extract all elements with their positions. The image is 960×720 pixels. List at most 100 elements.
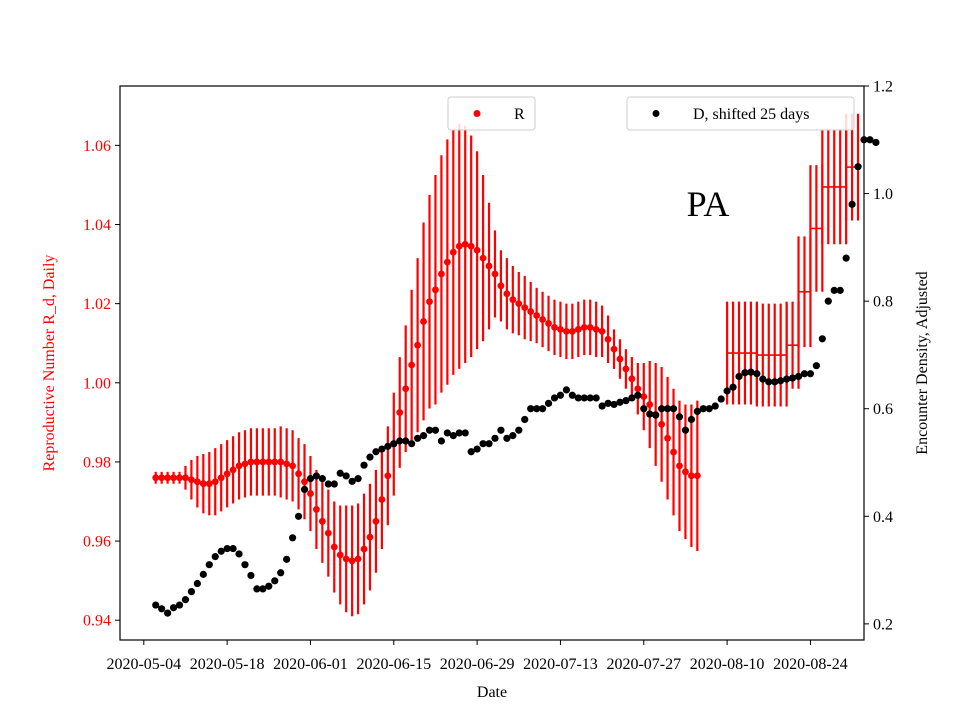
- r-point: [509, 296, 517, 304]
- r-point: [253, 458, 261, 466]
- r-point: [604, 335, 612, 343]
- r-point: [622, 365, 630, 373]
- d-point: [342, 472, 350, 480]
- d-point: [777, 377, 785, 385]
- legend-d-label: D, shifted 25 days: [693, 106, 809, 123]
- d-point: [461, 429, 469, 437]
- r-point: [634, 385, 642, 393]
- x-tick-label: 2020-08-10: [690, 656, 765, 673]
- r-point: [354, 555, 362, 563]
- r-point: [473, 246, 481, 254]
- d-point: [348, 477, 356, 485]
- r-point: [449, 248, 457, 256]
- r-point: [426, 298, 433, 306]
- d-point: [360, 461, 368, 469]
- legend-d-box: [626, 96, 855, 131]
- y-left-tick-label: 0.94: [83, 613, 111, 630]
- r-point: [318, 517, 326, 525]
- r-point: [491, 270, 499, 278]
- r-point: [277, 458, 285, 466]
- d-point: [419, 432, 428, 440]
- r-point: [217, 474, 225, 482]
- r-point: [551, 323, 558, 331]
- d-point: [538, 405, 547, 413]
- r-point: [223, 470, 231, 478]
- r-point: [188, 476, 195, 484]
- r-point: [503, 290, 511, 298]
- y-left-tick-label: 1.00: [83, 375, 111, 392]
- r-point: [616, 355, 624, 363]
- r-point: [199, 480, 207, 488]
- r-point: [682, 468, 689, 476]
- d-point: [455, 429, 463, 437]
- x-tick-label: 2020-07-13: [523, 656, 598, 673]
- d-point: [842, 254, 850, 262]
- d-point: [533, 405, 541, 413]
- r-point: [193, 478, 201, 486]
- d-point: [443, 429, 451, 437]
- d-point: [259, 585, 267, 593]
- y-axis-left-label: Reproductive Number R_d, Daily: [41, 255, 58, 472]
- r-point: [366, 533, 374, 541]
- r-point: [497, 282, 505, 290]
- r-point: [485, 262, 493, 270]
- d-point: [693, 407, 701, 416]
- r-point: [687, 472, 695, 480]
- r-point: [307, 490, 314, 497]
- d-point: [848, 200, 856, 208]
- d-point: [229, 544, 237, 553]
- r-point: [563, 327, 570, 335]
- r-point: [455, 242, 463, 250]
- x-tick-label: 2020-05-18: [190, 656, 265, 673]
- r-series-layer: [152, 166, 859, 565]
- x-axis-label: Date: [477, 684, 507, 701]
- d-point: [836, 286, 844, 294]
- d-point: [372, 448, 380, 456]
- d-point: [574, 394, 582, 402]
- r-point: [158, 474, 166, 482]
- d-point: [800, 370, 809, 378]
- d-point: [473, 445, 481, 453]
- x-tick-label: 2020-06-01: [273, 656, 348, 673]
- d-point: [580, 394, 588, 402]
- d-point: [586, 394, 594, 402]
- r-point: [545, 320, 552, 327]
- d-point: [152, 601, 160, 609]
- d-point: [556, 391, 565, 399]
- r-point: [289, 462, 297, 470]
- d-point: [681, 426, 690, 434]
- r-point: [676, 462, 683, 470]
- x-axis: 2020-05-04 2020-05-18 2020-06-01 2020-06-15…: [106, 640, 848, 673]
- y-left-tick-label: 0.98: [83, 454, 111, 471]
- d-point: [568, 391, 576, 399]
- d-point: [527, 405, 535, 413]
- r-point: [658, 420, 666, 428]
- d-point: [449, 432, 457, 440]
- y-right-tick-label: 0.8: [873, 294, 893, 311]
- d-point: [562, 386, 571, 394]
- d-point: [550, 394, 559, 402]
- r-point: [396, 409, 404, 416]
- r-point: [521, 304, 529, 311]
- r-point: [580, 323, 588, 331]
- d-point: [771, 378, 779, 386]
- d-point: [235, 550, 243, 558]
- r-point: [164, 474, 172, 482]
- d-point: [753, 370, 761, 378]
- y-axis-left: 0.94 0.96 0.98 1.00 1.02 1.04 1.06: [83, 138, 120, 630]
- d-point: [312, 472, 321, 480]
- r-point: [432, 286, 439, 294]
- d-point: [509, 432, 517, 440]
- d-point: [592, 394, 600, 402]
- r-point: [324, 529, 332, 537]
- r-point: [628, 375, 636, 383]
- d-point: [604, 399, 612, 407]
- r-point: [443, 258, 451, 266]
- r-point: [693, 472, 701, 480]
- d-point: [812, 362, 820, 370]
- d-point: [318, 475, 326, 483]
- r-point: [205, 480, 213, 488]
- r-point: [271, 458, 279, 466]
- d-point: [663, 405, 672, 413]
- d-point: [187, 587, 196, 596]
